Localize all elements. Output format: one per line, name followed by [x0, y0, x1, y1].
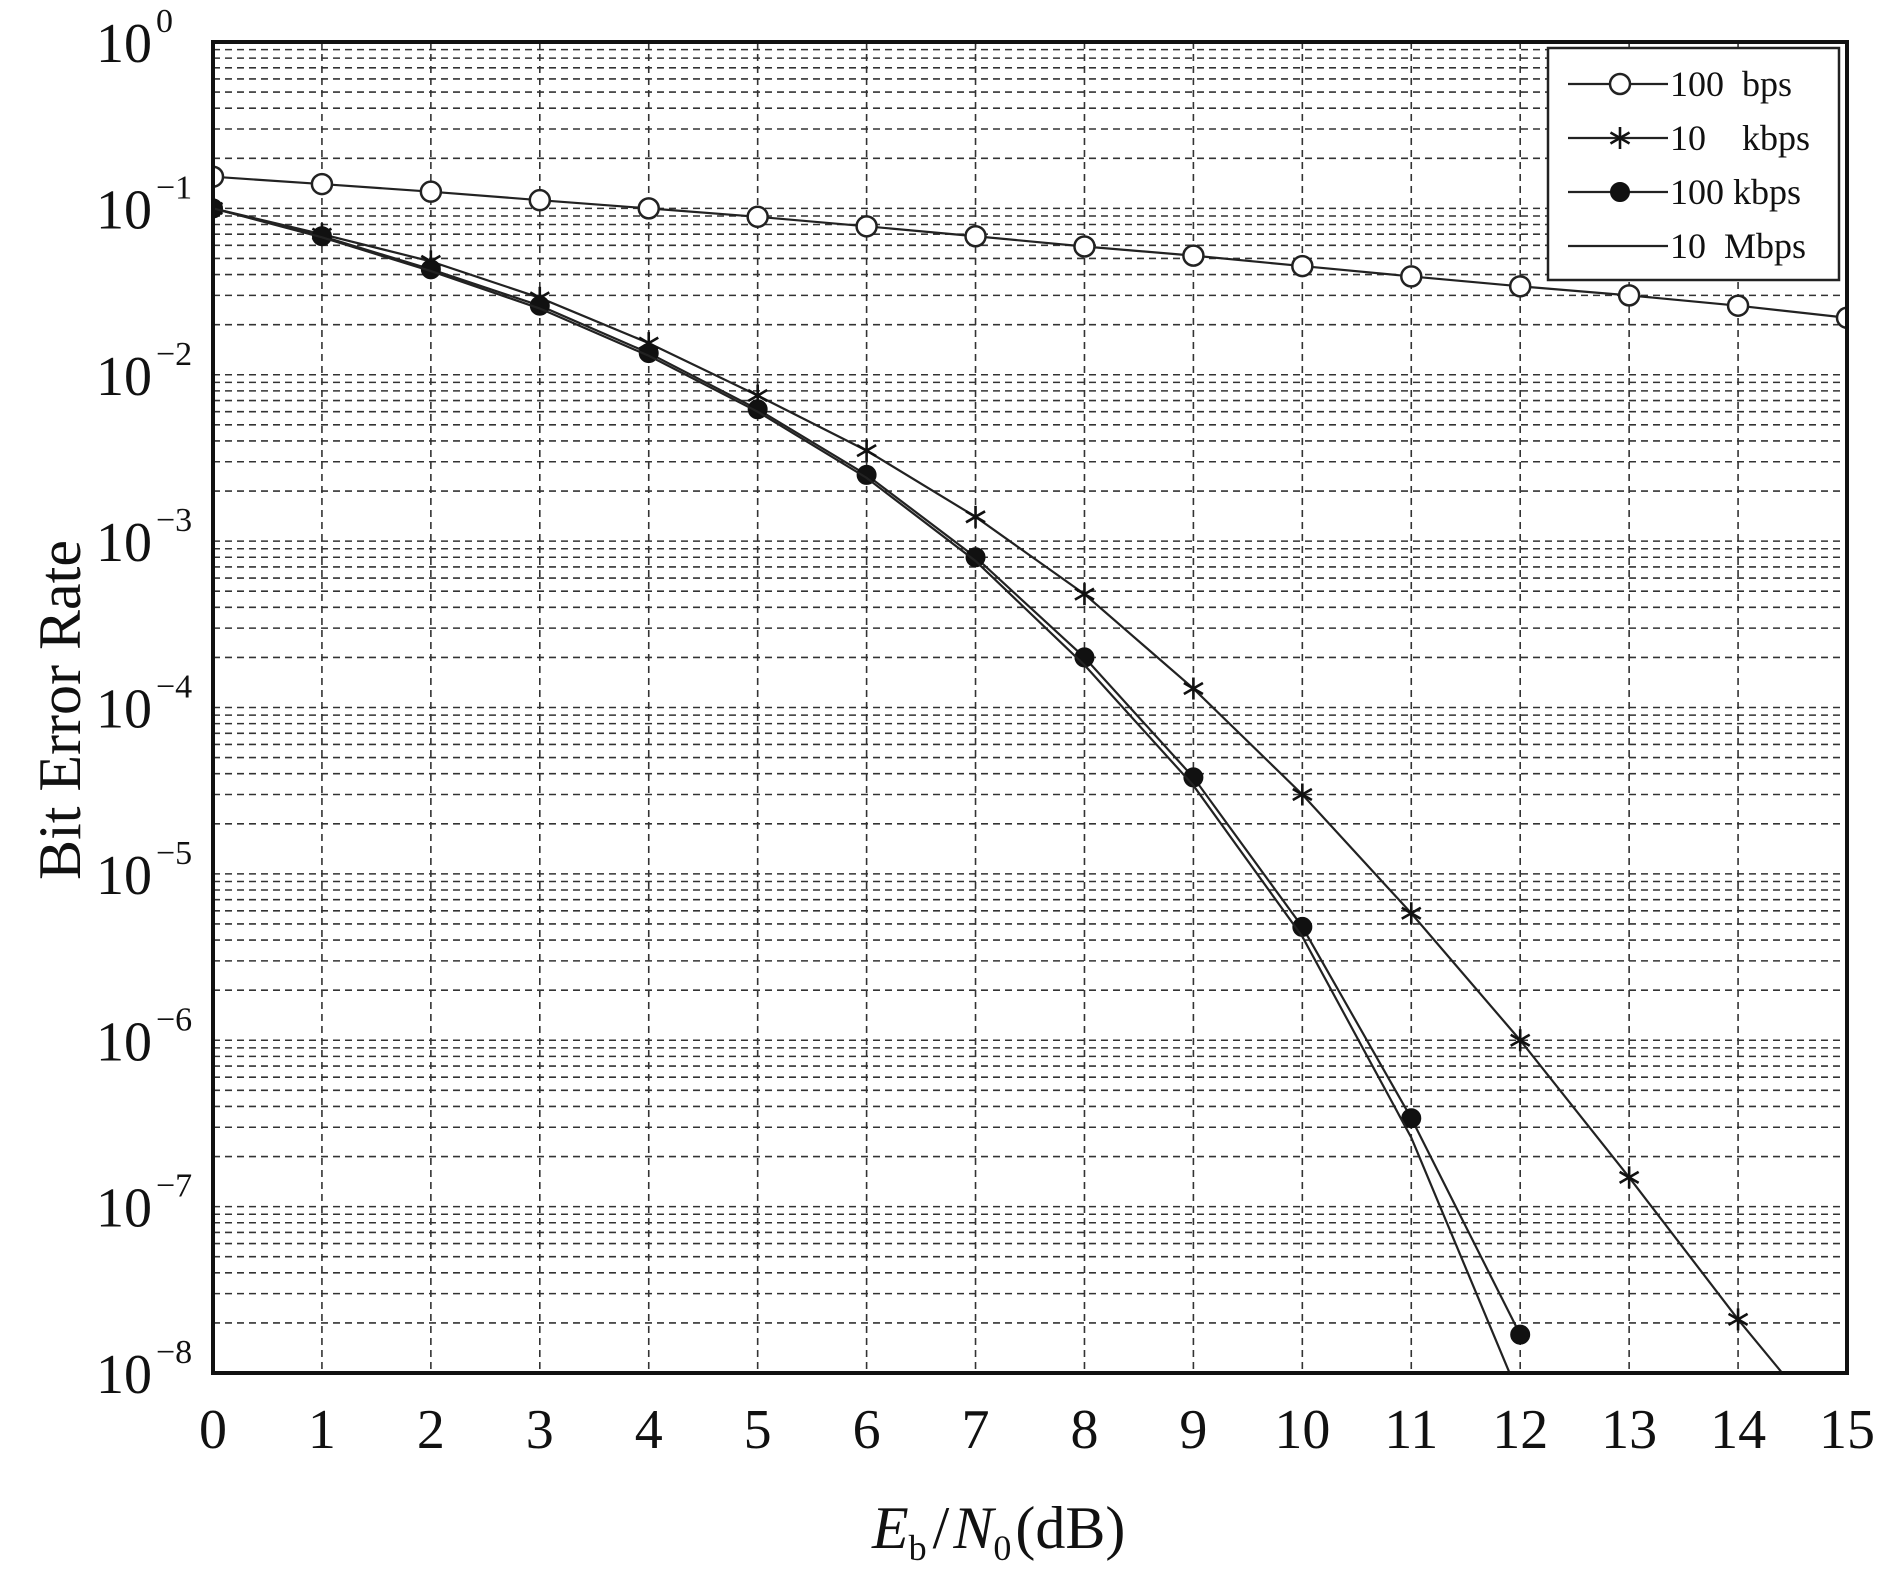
data-point — [1835, 306, 1847, 330]
legend-label: 10 Mbps — [1670, 226, 1806, 266]
y-tick-label: 10 −5 — [96, 835, 192, 907]
x-tick-label: 3 — [526, 1399, 554, 1461]
plot-frame — [211, 40, 1849, 1375]
legend: 100 bps 10 kbps 100 kbps 10 Mbps — [1546, 46, 1841, 282]
x-label-e: E — [871, 1495, 909, 1561]
x-tick-label: 1 — [308, 1399, 336, 1461]
x-label-n: N — [952, 1495, 996, 1561]
data-point — [856, 439, 877, 462]
data-point — [528, 188, 552, 212]
data-point — [1183, 677, 1204, 700]
series-3 — [213, 198, 1531, 1345]
x-tick-label: 14 — [1710, 1399, 1766, 1461]
data-point — [964, 224, 987, 248]
x-tick-label: 9 — [1179, 1399, 1207, 1461]
data-point — [1508, 275, 1532, 298]
x-tick-label: 4 — [635, 1399, 663, 1461]
data-point — [1292, 783, 1313, 806]
data-point — [310, 172, 334, 196]
x-label-n-sub: 0 — [993, 1528, 1011, 1568]
y-tick-label: 10 −2 — [96, 336, 192, 408]
x-tick-label: 8 — [1070, 1399, 1098, 1461]
series-line — [213, 207, 1783, 1373]
data-point — [637, 197, 660, 220]
x-tick-label: 13 — [1601, 1399, 1657, 1461]
data-point — [1617, 284, 1641, 307]
data-point — [965, 547, 986, 568]
data-point — [1401, 1108, 1422, 1129]
data-point — [1400, 265, 1423, 288]
data-point — [965, 505, 986, 528]
legend-item: 10 kbps — [1568, 118, 1810, 158]
y-tick-label: 10 −3 — [96, 502, 192, 574]
legend-label: 10 kbps — [1670, 118, 1810, 158]
y-tick-label: 10 0 — [96, 3, 173, 75]
y-tick-label: 10 −8 — [96, 1334, 192, 1406]
data-point — [1182, 244, 1205, 267]
legend-label: 100 kbps — [1670, 172, 1801, 212]
x-tick-labels: 0 1 2 3 4 5 6 7 8 9 10 11 12 13 14 15 — [199, 1399, 1875, 1461]
data-point — [1401, 902, 1422, 925]
legend-label: 100 bps — [1670, 64, 1792, 104]
x-axis-label: Eb/N0(dB) — [871, 1495, 1125, 1568]
y-axis-label: Bit Error Rate — [27, 540, 93, 880]
data-point — [856, 464, 877, 485]
series-1 — [213, 165, 1847, 330]
y-tick-label: 10 −7 — [96, 1168, 192, 1240]
y-tick-label: 10 −6 — [96, 1001, 192, 1073]
data-point — [1510, 1324, 1531, 1345]
series-line — [213, 207, 1511, 1373]
legend-item: 100 bps — [1568, 64, 1792, 104]
data-point — [1073, 235, 1096, 258]
x-tick-label: 5 — [744, 1399, 772, 1461]
x-tick-label: 10 — [1274, 1399, 1330, 1461]
data-point — [1510, 1029, 1531, 1052]
series-layer — [213, 165, 1847, 1373]
series-4 — [213, 207, 1511, 1373]
y-tick-label: 10 −1 — [96, 169, 192, 241]
x-tick-label: 0 — [199, 1399, 227, 1461]
x-tick-label: 2 — [417, 1399, 445, 1461]
legend-item: 10 Mbps — [1568, 226, 1806, 266]
legend-marker — [1608, 72, 1632, 96]
legend-marker — [1610, 182, 1630, 202]
legend-box — [1546, 46, 1841, 282]
x-label-slash: / — [933, 1495, 950, 1561]
x-tick-label: 6 — [853, 1399, 881, 1461]
data-point — [855, 215, 878, 238]
x-label-unit: (dB) — [1015, 1495, 1125, 1561]
data-point — [1726, 294, 1750, 317]
data-point — [746, 205, 769, 229]
data-point — [213, 198, 223, 219]
y-tick-label: 10 −4 — [96, 669, 192, 741]
data-point — [1727, 1308, 1749, 1331]
x-tick-label: 11 — [1384, 1399, 1438, 1461]
x-tick-label: 15 — [1819, 1399, 1875, 1461]
data-point — [1291, 254, 1314, 278]
legend-marker — [1609, 127, 1631, 149]
data-point — [1074, 583, 1095, 606]
x-label-e-sub: b — [909, 1528, 927, 1568]
data-point — [1618, 1166, 1640, 1189]
series-line — [213, 175, 1847, 319]
legend-item: 100 kbps — [1568, 172, 1801, 212]
x-tick-label: 12 — [1492, 1399, 1548, 1461]
data-point — [419, 180, 443, 203]
data-point — [213, 165, 225, 188]
x-tick-label: 7 — [962, 1399, 990, 1461]
